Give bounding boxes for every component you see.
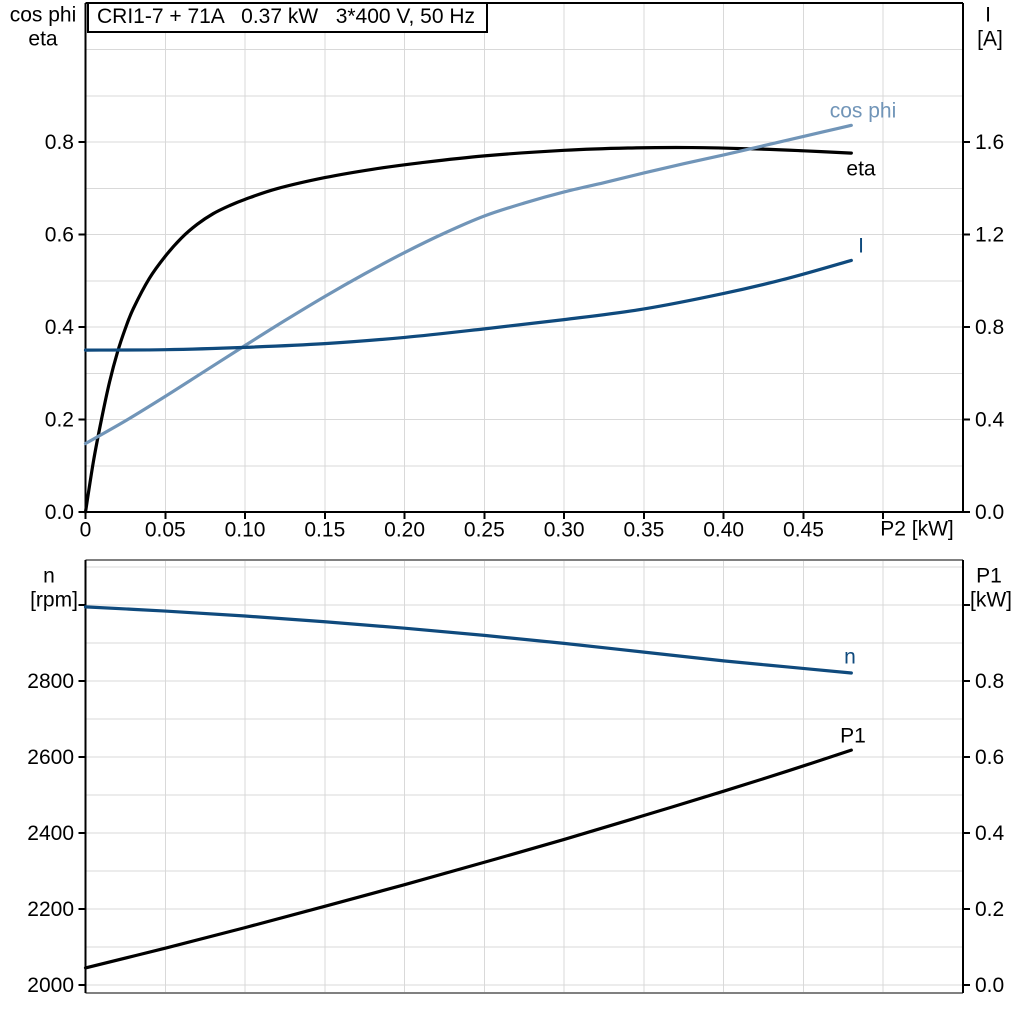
bottom-right-axis-title-kw: [kW]	[970, 588, 1012, 612]
tick-label: 2000	[27, 974, 74, 997]
tick-label: 0	[80, 519, 92, 542]
tick-label: 2600	[27, 746, 74, 769]
tick-label: 2200	[27, 898, 74, 921]
curve-label-p1: P1	[840, 724, 866, 748]
tick-label: 0.4	[45, 316, 75, 339]
tick-label: 2400	[27, 822, 74, 845]
bottom-left-axis-title-n: n	[43, 564, 55, 588]
tick-label: 1.2	[975, 224, 1004, 247]
cos-phi-curve	[83, 123, 853, 446]
I-curve	[83, 258, 853, 352]
tick-label: 0.10	[225, 519, 266, 542]
curve-label-i: I	[858, 234, 864, 258]
eta-curve	[83, 145, 853, 514]
tick-label: 0.8	[975, 316, 1004, 339]
tick-label: 0.0	[975, 501, 1004, 524]
top-left-axis-title-eta: eta	[28, 27, 58, 51]
tick-label: 0.20	[384, 519, 425, 542]
tick-label: 0.15	[304, 519, 345, 542]
tick-label: 0.6	[45, 224, 74, 247]
bottom-right-axis-title-p1: P1	[976, 564, 1002, 588]
P1-curve	[83, 748, 853, 970]
top-left-axis-title-cos-phi: cos phi	[9, 3, 77, 27]
x-axis-title-p2: P2 [kW]	[880, 517, 954, 541]
tick-label: 0.30	[544, 519, 585, 542]
tick-label: 0.0	[45, 501, 74, 524]
chart-title-box: CRI1-7 + 71A 0.37 kW 3*400 V, 50 Hz	[87, 2, 488, 33]
tick-label: 0.35	[623, 519, 664, 542]
tick-label: 1.6	[975, 131, 1004, 154]
n-curve	[83, 605, 853, 675]
curve-label-eta: eta	[846, 157, 876, 181]
tick-label: 0.40	[703, 519, 744, 542]
tick-label: 0.8	[975, 670, 1004, 693]
tick-label: 0.45	[783, 519, 824, 542]
tick-label: 0.25	[464, 519, 505, 542]
tick-label: 0.2	[975, 898, 1004, 921]
tick-label: 0.8	[45, 131, 74, 154]
tick-label: 2800	[27, 670, 74, 693]
curve-label-cos-phi: cos phi	[829, 99, 897, 123]
top-right-axis-title-amps: [A]	[977, 27, 1003, 51]
top-right-axis-title-i: I	[985, 3, 991, 27]
tick-label: 0.2	[45, 409, 74, 432]
curve-label-n: n	[844, 645, 856, 669]
tick-label: 0.4	[975, 822, 1005, 845]
tick-label: 0.6	[975, 746, 1004, 769]
tick-label: 0.4	[975, 409, 1005, 432]
tick-label: 0.05	[145, 519, 186, 542]
bottom-left-axis-title-rpm: [rpm]	[30, 588, 78, 612]
tick-label: 0.0	[975, 974, 1004, 997]
